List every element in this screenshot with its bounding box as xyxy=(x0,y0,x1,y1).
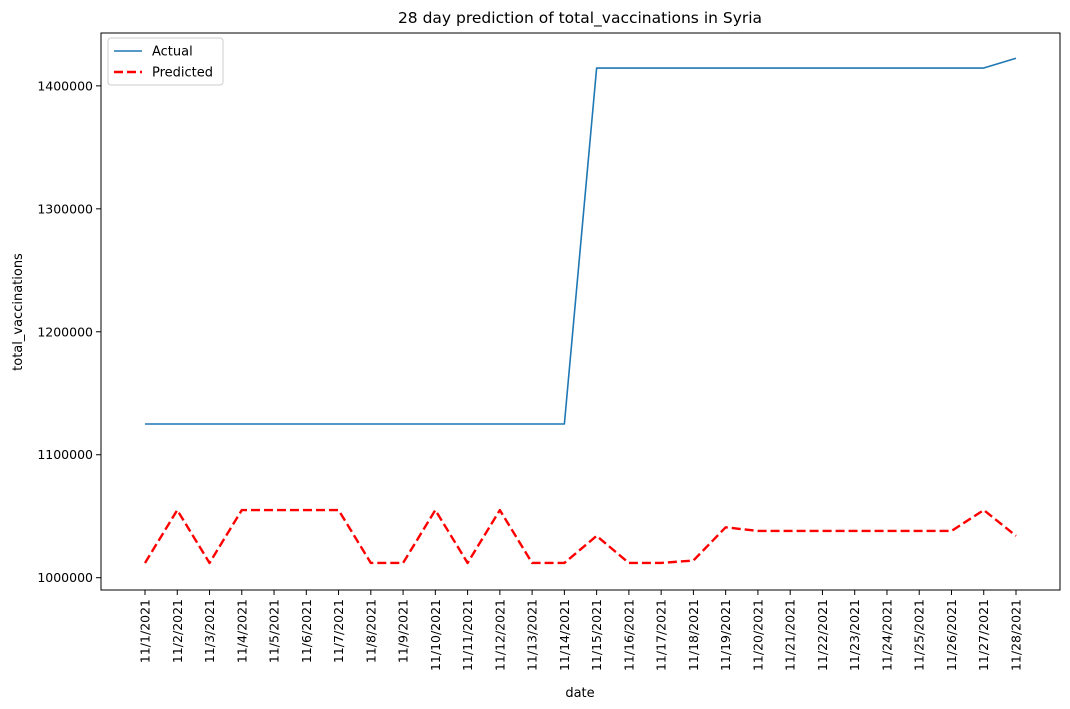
x-tick-label: 11/28/2021 xyxy=(1009,599,1024,671)
x-tick-label: 11/3/2021 xyxy=(202,599,217,663)
x-tick-label: 11/5/2021 xyxy=(267,599,282,663)
x-tick-label: 11/11/2021 xyxy=(460,599,475,671)
x-tick-label: 11/14/2021 xyxy=(557,599,572,671)
y-axis: 1000000 1100000 1200000 1300000 1400000 xyxy=(37,78,101,585)
x-axis-label: date xyxy=(565,686,594,701)
y-tick-label: 1000000 xyxy=(37,570,93,585)
x-tick-label: 11/8/2021 xyxy=(363,599,378,663)
x-tick-label: 11/22/2021 xyxy=(815,599,830,671)
x-tick-label: 11/20/2021 xyxy=(750,599,765,671)
x-tick-label: 11/26/2021 xyxy=(944,599,959,671)
chart-title: 28 day prediction of total_vaccinations … xyxy=(398,9,762,28)
series-line-predicted xyxy=(143,508,1017,565)
x-tick-label: 11/16/2021 xyxy=(621,599,636,671)
legend-frame xyxy=(107,37,224,86)
x-tick-label: 11/23/2021 xyxy=(847,599,862,671)
y-tick-label: 1300000 xyxy=(37,201,93,216)
legend: Actual Predicted xyxy=(107,37,224,86)
y-axis-label: total_vaccinations xyxy=(11,253,26,371)
x-tick-label: 11/18/2021 xyxy=(686,599,701,671)
legend-label-predicted: Predicted xyxy=(152,66,213,81)
x-tick-label: 11/21/2021 xyxy=(783,599,798,671)
legend-label-actual: Actual xyxy=(152,45,193,60)
x-tick-label: 11/12/2021 xyxy=(492,599,507,671)
x-tick-label: 11/6/2021 xyxy=(299,599,314,663)
x-tick-label: 11/24/2021 xyxy=(879,599,894,671)
x-tick-label: 11/1/2021 xyxy=(138,599,153,663)
y-tick-label: 1400000 xyxy=(37,78,93,93)
x-axis: 11/1/2021 11/2/2021 11/3/2021 11/4/2021 11/5… xyxy=(138,590,1024,671)
y-tick-label: 1100000 xyxy=(37,447,93,462)
x-tick-label: 11/19/2021 xyxy=(718,599,733,671)
x-tick-label: 11/4/2021 xyxy=(234,599,249,663)
series-line-actual xyxy=(145,57,1017,425)
x-tick-label: 11/10/2021 xyxy=(428,599,443,671)
x-tick-label: 11/9/2021 xyxy=(396,599,411,663)
x-tick-label: 11/7/2021 xyxy=(331,599,346,663)
x-tick-label: 11/27/2021 xyxy=(976,599,991,671)
y-tick-label: 1200000 xyxy=(37,324,93,339)
x-tick-label: 11/2/2021 xyxy=(170,599,185,663)
x-tick-label: 11/17/2021 xyxy=(654,599,669,671)
series-lines xyxy=(143,57,1017,565)
plot-area xyxy=(100,32,1061,591)
x-tick-label: 11/25/2021 xyxy=(912,599,927,671)
x-tick-label: 11/15/2021 xyxy=(589,599,604,671)
x-tick-label: 11/13/2021 xyxy=(525,599,540,671)
